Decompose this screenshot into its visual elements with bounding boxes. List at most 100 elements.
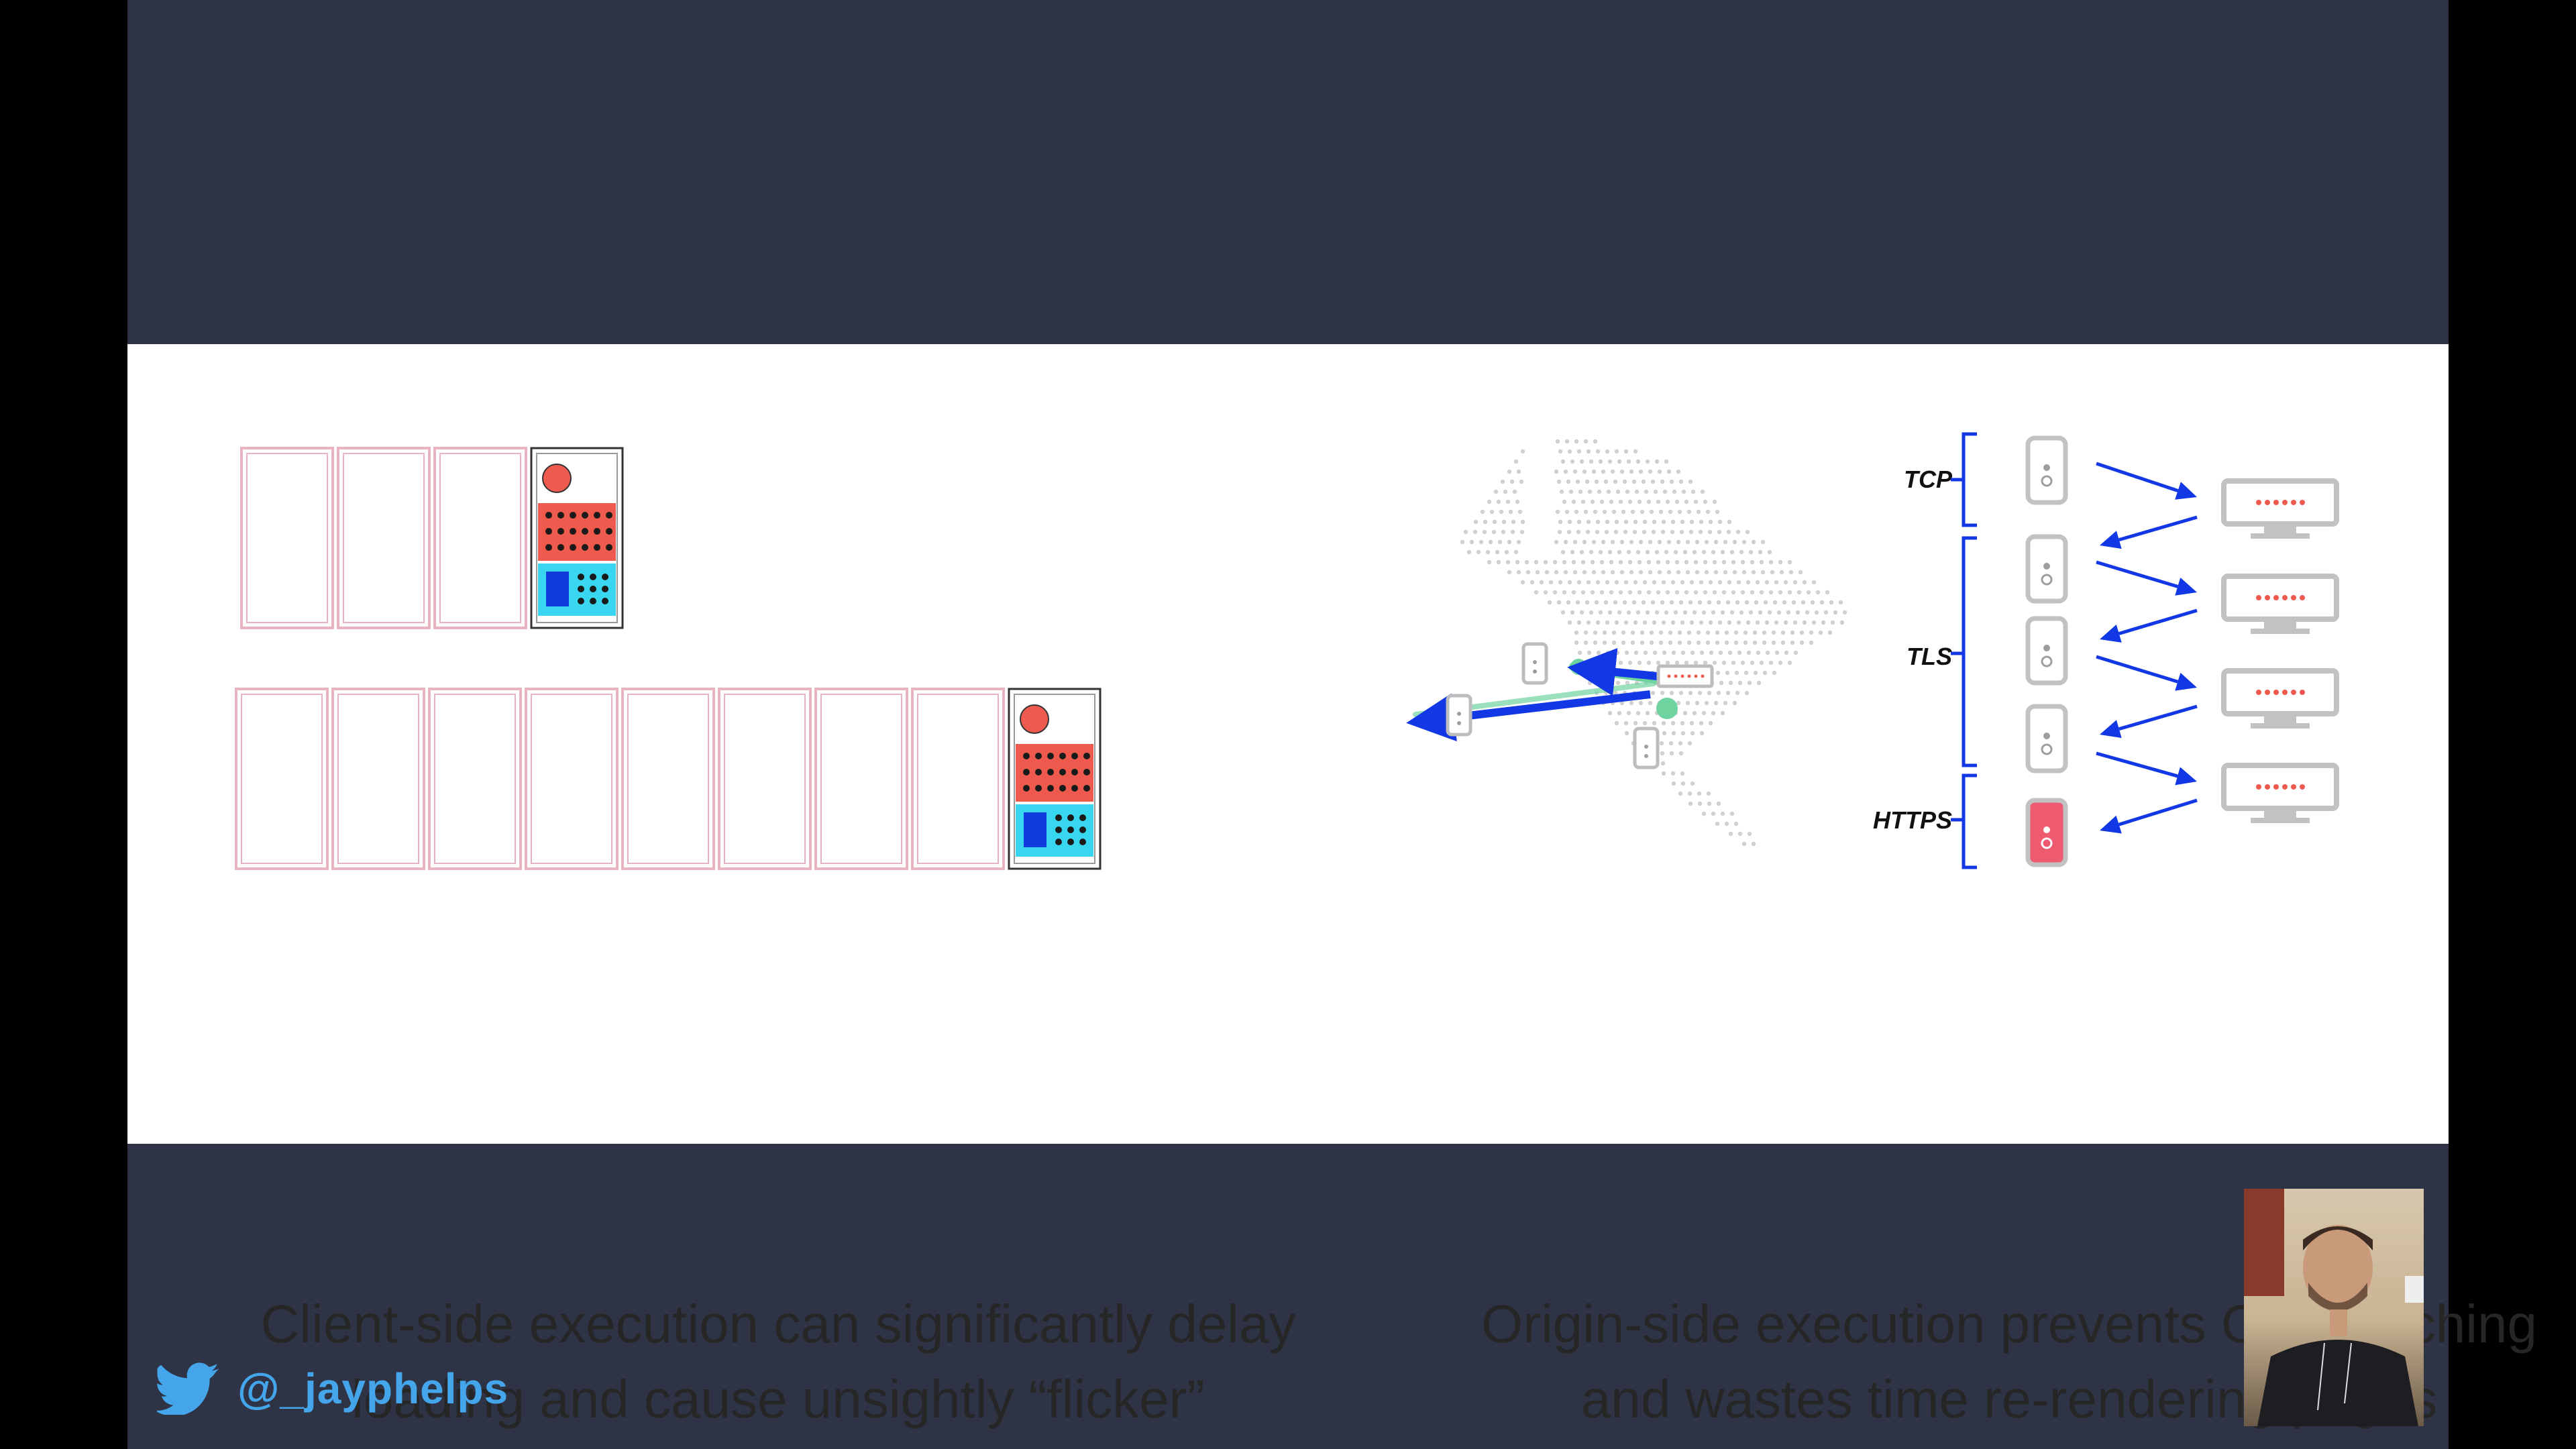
map-dot: [1590, 590, 1595, 595]
map-dot: [1735, 600, 1740, 605]
map-dot: [1768, 590, 1774, 595]
map-dot: [1633, 650, 1639, 655]
protocol-brackets: [1951, 432, 1977, 869]
map-dot: [1627, 559, 1633, 565]
map-dot: [1621, 630, 1626, 635]
north-america-map: [1460, 439, 1847, 847]
map-dot: [1745, 529, 1750, 535]
map-dot: [1610, 469, 1615, 474]
short-empty-frame: [337, 447, 431, 629]
map-dot: [1658, 509, 1664, 515]
map-dot: [1676, 539, 1681, 545]
map-dot: [1496, 559, 1501, 565]
server-monitors-column: [2221, 478, 2339, 823]
map-dot: [1700, 489, 1705, 494]
phone-dot-top: [2043, 826, 2050, 833]
map-dot: [1660, 529, 1666, 535]
map-dot: [1643, 650, 1648, 655]
map-dot: [1768, 660, 1774, 665]
short-empty-frame: [240, 447, 334, 629]
map-dot: [1480, 509, 1485, 515]
map-dot: [1664, 610, 1669, 615]
presenter-video-icon: [2244, 1189, 2424, 1426]
map-dot: [1483, 519, 1488, 525]
map-dot: [1701, 610, 1707, 615]
rendered-frame-dot: [582, 544, 588, 551]
map-dot: [1504, 549, 1509, 555]
map-dot: [1680, 720, 1685, 726]
rendered-frame-dot: [578, 586, 584, 592]
map-dot: [1614, 580, 1619, 585]
map-dot: [1670, 771, 1676, 776]
map-dot: [1792, 580, 1798, 585]
map-dot: [1693, 590, 1699, 595]
map-dot: [1689, 720, 1695, 726]
map-dot: [1751, 539, 1756, 545]
map-dot: [1729, 610, 1735, 615]
map-dot: [1688, 801, 1693, 806]
twitter-handle[interactable]: @_jayphelps: [237, 1364, 509, 1413]
map-dot: [1576, 580, 1582, 585]
monitor-dot: [2265, 690, 2270, 695]
monitor-dot: [2273, 690, 2279, 695]
map-dot: [1695, 570, 1700, 575]
map-dot: [1583, 640, 1589, 645]
map-dot: [1593, 630, 1598, 635]
client-phone-icon: [2025, 435, 2068, 505]
arrow-head: [2100, 720, 2122, 739]
long-empty-frame: [814, 688, 908, 870]
map-dot: [1560, 610, 1566, 615]
map-dot: [1712, 559, 1717, 565]
map-dot: [1806, 590, 1811, 595]
map-dot: [1752, 640, 1758, 645]
map-dot: [1661, 720, 1666, 726]
map-dot: [1625, 680, 1630, 686]
map-dot: [1513, 459, 1519, 464]
map-dot: [1774, 650, 1780, 655]
map-dot: [1580, 559, 1586, 565]
long-frame-inner: [627, 694, 709, 864]
map-dot: [1778, 559, 1783, 565]
map-dot: [1711, 610, 1716, 615]
map-dot: [1685, 539, 1690, 545]
rendered-frame-dot: [1083, 769, 1090, 775]
map-dot: [1709, 650, 1714, 655]
long-empty-frame: [235, 688, 329, 870]
map-dot: [1586, 620, 1591, 625]
map-dot: [1601, 570, 1606, 575]
map-dot: [1713, 539, 1719, 545]
map-dot: [1640, 630, 1645, 635]
monitor-dot: [2282, 500, 2288, 505]
map-dot: [1715, 640, 1720, 645]
map-dot: [1695, 700, 1700, 706]
map-dot: [1595, 620, 1601, 625]
map-dot: [1736, 580, 1741, 585]
monitor-dot: [2256, 690, 2261, 695]
map-dot: [1652, 620, 1657, 625]
twitter-credit: @_jayphelps: [157, 1362, 508, 1415]
map-dot: [1648, 700, 1653, 706]
map-dot: [1513, 549, 1519, 555]
map-dot: [1587, 489, 1593, 494]
map-dot: [1658, 630, 1664, 635]
map-dot: [1724, 640, 1729, 645]
map-dot: [1633, 519, 1638, 525]
map-dot: [1711, 710, 1716, 716]
map-dot: [1760, 570, 1766, 575]
long-frame-inner: [434, 694, 516, 864]
rendered-frame-dot: [1067, 814, 1074, 821]
map-dot: [1607, 459, 1613, 464]
handshake-arrow: [2096, 655, 2197, 691]
map-dot: [1524, 559, 1529, 565]
rendered-frame-dot: [602, 574, 608, 580]
map-dot: [1764, 620, 1770, 625]
rendered-frame-dot: [1047, 769, 1054, 775]
map-dot: [1646, 499, 1652, 504]
map-dot: [1731, 660, 1736, 665]
map-dot: [1759, 590, 1764, 595]
map-server-icon: [1656, 664, 1714, 688]
map-dot: [1707, 529, 1713, 535]
rendered-frame-dot: [1055, 814, 1062, 821]
map-dot: [1642, 580, 1648, 585]
long-empty-frame: [911, 688, 1005, 870]
